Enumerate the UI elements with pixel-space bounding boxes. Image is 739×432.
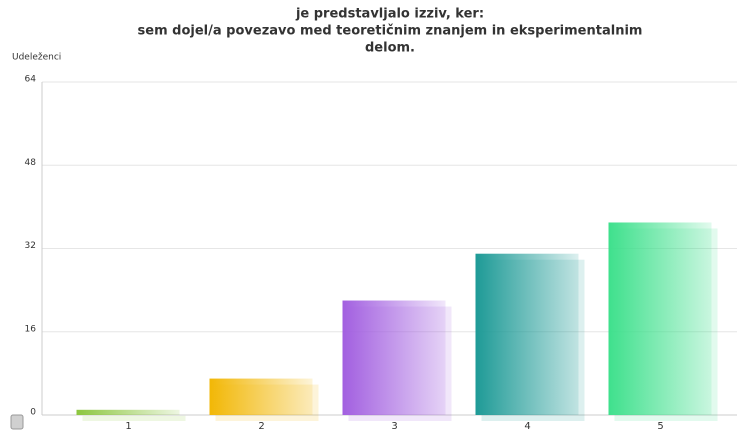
bar — [608, 222, 712, 415]
chart-title: sem dojel/a povezavo med teoretičnim zna… — [138, 24, 643, 39]
chart-title: delom. — [365, 41, 415, 56]
y-tick-label: 48 — [25, 158, 37, 168]
bar — [209, 378, 313, 415]
y-axis-label: Udeleženci — [12, 53, 61, 63]
y-tick-label: 64 — [25, 75, 37, 85]
chart-title: je predstavljalo izziv, ker: — [295, 7, 484, 22]
bar — [475, 253, 579, 415]
x-tick-label: 3 — [391, 421, 397, 432]
bar-shadow — [82, 415, 186, 421]
save-icon[interactable] — [10, 414, 24, 430]
bar — [342, 300, 446, 415]
x-tick-label: 1 — [125, 421, 131, 432]
y-tick-label: 32 — [25, 241, 36, 251]
bar — [76, 409, 180, 415]
y-tick-label: 0 — [30, 408, 36, 418]
x-tick-label: 5 — [657, 421, 663, 432]
y-tick-label: 16 — [25, 324, 37, 334]
x-tick-label: 4 — [524, 421, 530, 432]
x-tick-label: 2 — [258, 421, 264, 432]
